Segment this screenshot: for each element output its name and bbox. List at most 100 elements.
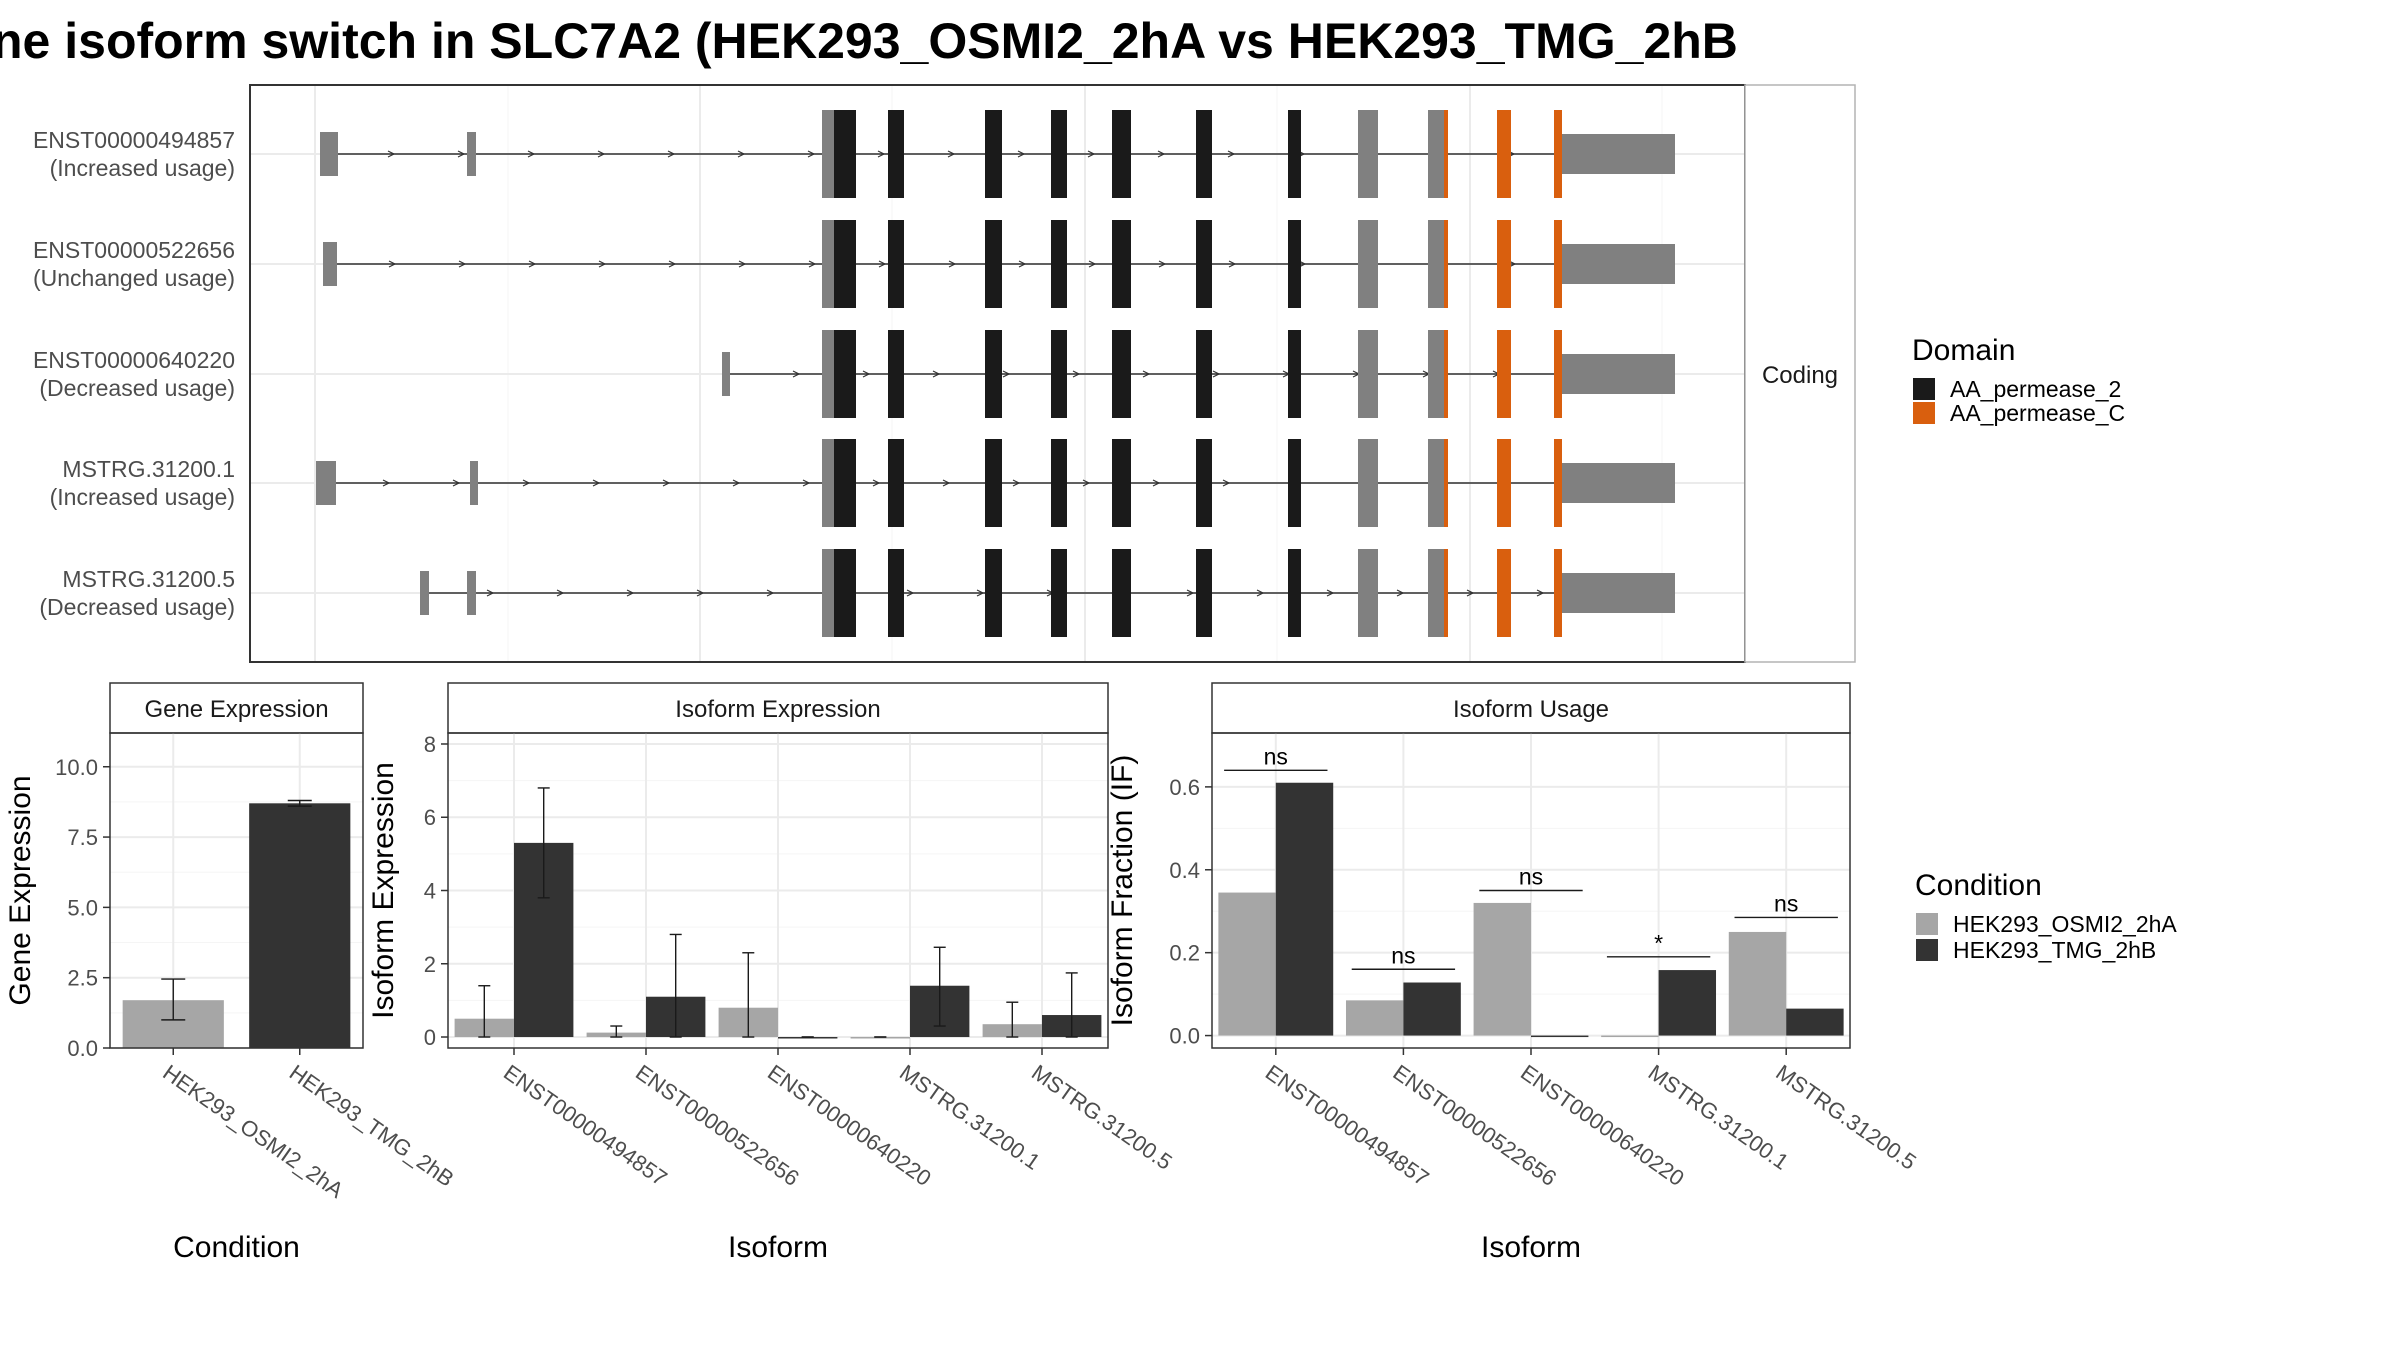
strand-arrow: [766, 589, 775, 597]
isoform-usage-label: (Decreased usage): [39, 594, 235, 620]
strand-arrow: [1152, 479, 1161, 487]
isoform-id-label: ENST00000494857: [33, 127, 235, 153]
strand-arrow: [808, 260, 817, 268]
exon-utr: [822, 110, 834, 198]
isoform-id-label: ENST00000640220: [33, 347, 235, 373]
significance-label: ns: [1264, 743, 1288, 769]
domain-legend-key: [1913, 378, 1935, 400]
x-tick-label: MSTRG.31200.5: [1771, 1060, 1921, 1175]
exon-utr: [822, 220, 834, 308]
strand-arrow: [1212, 370, 1221, 378]
domain-aa-permease-2: [888, 220, 904, 308]
exon-utr: [323, 242, 337, 286]
strand-arrow: [807, 150, 816, 158]
domain-aa-permease-2: [1196, 439, 1212, 527]
domain-aa-permease-2: [888, 439, 904, 527]
domain-aa-permease-2: [985, 549, 1002, 637]
strand-arrow: [878, 260, 887, 268]
isoform-track: [320, 110, 1675, 198]
isoform-usage-panel: Isoform Usage0.00.20.40.6nsnsns*nsENST00…: [1106, 682, 1921, 1264]
strand-arrow: [976, 589, 985, 597]
exon-utr: [822, 330, 834, 418]
strand-arrow: [947, 150, 956, 158]
exon-utr: [822, 549, 834, 637]
domain-aa-permease-2: [1051, 439, 1067, 527]
domain-aa-permease-c: [1444, 110, 1448, 198]
strip-coding: [1744, 84, 1856, 663]
exon-utr: [1358, 549, 1378, 637]
strand-arrow: [668, 260, 677, 268]
bar-cond-a: [850, 1037, 910, 1039]
domain-aa-permease-2: [1288, 549, 1301, 637]
strand-arrow: [388, 260, 397, 268]
strand-arrow: [1466, 589, 1475, 597]
strand-arrow: [486, 589, 495, 597]
strip-coding-label: Coding: [1762, 362, 1838, 389]
x-axis-title: Condition: [173, 1231, 300, 1264]
domain-aa-permease-2: [1051, 110, 1067, 198]
condition-legend-label: HEK293_OSMI2_2hA: [1953, 911, 2177, 937]
exon-utr: [1358, 220, 1378, 308]
strand-arrow: [737, 150, 746, 158]
domain-aa-permease-2: [1196, 549, 1212, 637]
bar-cond-a: [1218, 892, 1276, 1036]
exon-utr: [420, 571, 429, 615]
exon-utr: [722, 352, 730, 396]
bar-cond-b: [1531, 1035, 1589, 1038]
strand-arrow: [382, 479, 391, 487]
domain-aa-permease-2: [1288, 220, 1301, 308]
strand-arrow: [738, 260, 747, 268]
panel-border: [447, 732, 1109, 1049]
isoform-expression-panel: Isoform Expression02468ENST00000494857EN…: [367, 682, 1177, 1264]
isoform-usage-label: (Decreased usage): [39, 375, 235, 401]
y-tick-label: 0.2: [1169, 941, 1200, 966]
strand-arrow: [387, 150, 396, 158]
domain-aa-permease-2: [1051, 330, 1067, 418]
isoform-usage-label: (Increased usage): [50, 155, 235, 181]
domain-aa-permease-2: [985, 439, 1002, 527]
bar-cond-a: [1473, 902, 1531, 1036]
y-tick-label: 0: [424, 1025, 436, 1050]
condition-legend-label: HEK293_TMG_2hB: [1953, 937, 2156, 963]
panel-border: [1211, 732, 1851, 1049]
domain-aa-permease-2: [888, 110, 904, 198]
exon-utr: [1428, 220, 1446, 308]
strand-arrow: [1186, 589, 1195, 597]
isoform-usage-label: (Unchanged usage): [33, 265, 235, 291]
exon-utr: [822, 439, 834, 527]
x-axis-title: Isoform: [1481, 1231, 1581, 1264]
bar-cond-b: [778, 1037, 838, 1039]
strand-arrow: [1017, 150, 1026, 158]
strand-arrow: [1228, 260, 1237, 268]
panel-strip: [447, 682, 1109, 734]
figure-title: ne isoform switch in SLC7A2 (HEK293_OSMI…: [0, 13, 1738, 69]
significance-label: *: [1654, 930, 1663, 956]
strand-arrow: [667, 150, 676, 158]
strand-arrow: [948, 260, 957, 268]
panel-strip-label: Isoform Usage: [1453, 696, 1609, 723]
strand-arrow: [696, 589, 705, 597]
exon-utr: [316, 461, 336, 505]
domain-aa-permease-2: [1112, 549, 1131, 637]
domain-legend-label: AA_permease_C: [1950, 400, 2125, 426]
bar-cond-a: [1728, 931, 1787, 1036]
domain-aa-permease-c: [1554, 220, 1562, 308]
domain-aa-permease-c: [1554, 110, 1562, 198]
strand-arrow: [457, 150, 466, 158]
isoform-id-label: MSTRG.31200.5: [62, 566, 235, 592]
exon-utr: [1562, 244, 1675, 284]
domain-aa-permease-2: [1288, 330, 1301, 418]
condition-legend-key: [1916, 939, 1938, 961]
domain-aa-permease-2: [834, 549, 856, 637]
strand-arrow: [1142, 370, 1151, 378]
strand-arrow: [1396, 589, 1405, 597]
domain-aa-permease-2: [834, 439, 856, 527]
domain-aa-permease-c: [1554, 549, 1562, 637]
isoform-track: [420, 549, 1675, 637]
domain-aa-permease-2: [1112, 439, 1131, 527]
exon-utr: [1428, 330, 1446, 418]
domain-aa-permease-c: [1497, 110, 1511, 198]
domain-aa-permease-2: [1112, 330, 1131, 418]
y-axis-title: Isoform Fraction (IF): [1106, 755, 1139, 1027]
